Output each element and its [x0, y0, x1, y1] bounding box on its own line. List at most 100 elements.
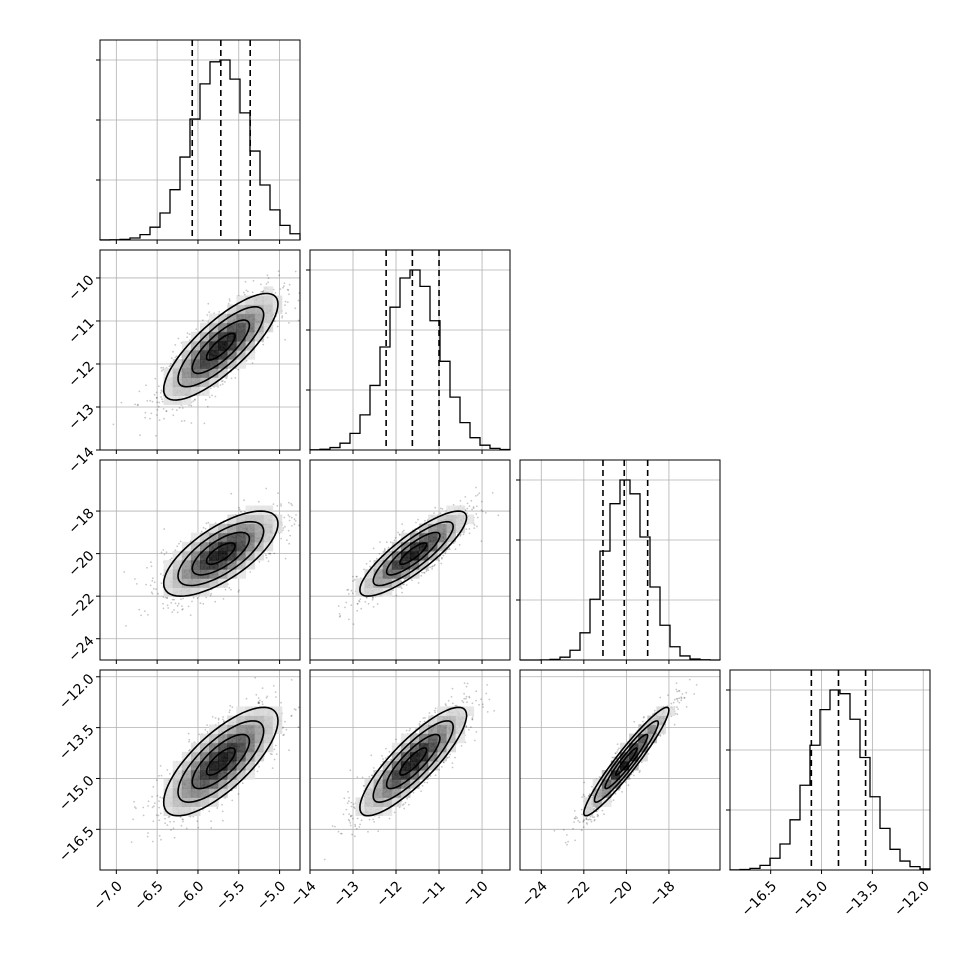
scatter-point — [405, 584, 408, 586]
scatter-point — [289, 534, 292, 537]
density-cell — [236, 550, 246, 561]
scatter-point — [273, 552, 276, 555]
scatter-point — [179, 540, 182, 543]
density-cell — [209, 550, 219, 561]
scatter-point — [177, 337, 180, 340]
scatter-point — [173, 836, 176, 839]
density-cell — [254, 313, 265, 324]
scatter-point — [170, 557, 173, 560]
density-cell — [181, 550, 192, 561]
y-tick-label: −12 — [65, 358, 97, 390]
scatter-point — [230, 377, 233, 380]
density-cell — [227, 359, 237, 369]
scatter-point — [210, 592, 213, 595]
scatter-point — [228, 298, 231, 300]
scatter-point — [186, 332, 189, 334]
scatter-point — [372, 547, 375, 550]
scatter-point — [176, 611, 179, 614]
scatter-point — [280, 505, 282, 507]
scatter-point — [144, 416, 147, 419]
scatter-point — [372, 606, 375, 608]
panel-2-1 — [309, 459, 511, 664]
scatter-point — [257, 500, 260, 503]
scatter-point — [112, 423, 115, 426]
scatter-point — [269, 552, 272, 555]
scatter-point — [210, 827, 213, 829]
scatter-point — [288, 542, 291, 545]
scatter-point — [375, 557, 378, 560]
scatter-point — [237, 591, 240, 593]
scatter-point — [352, 575, 354, 578]
density-cell — [245, 340, 256, 351]
density-cell — [236, 359, 246, 369]
scatter-point — [468, 505, 471, 507]
scatter-point — [151, 579, 154, 582]
scatter-point — [433, 512, 435, 514]
density-cell — [190, 359, 201, 369]
scatter-point — [282, 527, 285, 529]
scatter-point — [177, 602, 180, 605]
scatter-point — [288, 293, 290, 296]
scatter-point — [224, 588, 227, 591]
scatter-point — [155, 588, 158, 590]
scatter-point — [280, 537, 282, 540]
scatter-point — [158, 401, 161, 404]
scatter-point — [473, 524, 476, 526]
scatter-point — [448, 548, 451, 551]
histogram-2 — [519, 479, 721, 661]
scatter-point — [411, 579, 413, 582]
scatter-point — [281, 529, 284, 532]
density-cell — [227, 331, 237, 342]
density-cell — [236, 304, 246, 315]
scatter-point — [243, 499, 246, 502]
scatter-point — [365, 562, 368, 565]
scatter-point — [228, 300, 231, 302]
scatter-point — [291, 504, 294, 507]
y-tick-label: −24 — [65, 633, 97, 665]
scatter-point — [207, 521, 210, 524]
scatter-point — [417, 518, 419, 521]
density-cell — [172, 377, 183, 387]
scatter-point — [208, 311, 211, 313]
scatter-point — [439, 507, 442, 510]
scatter-point — [171, 598, 174, 601]
density-cell — [209, 350, 219, 360]
y-tick-label: −13 — [65, 401, 97, 433]
scatter-point — [429, 566, 431, 569]
scatter-point — [468, 532, 471, 535]
scatter-point — [279, 288, 282, 290]
scatter-point — [265, 554, 267, 557]
scatter-point — [441, 557, 443, 560]
scatter-point — [288, 501, 290, 504]
scatter-point — [440, 562, 443, 565]
scatter-point — [218, 311, 221, 313]
scatter-point — [434, 506, 437, 509]
density-cell — [190, 386, 201, 396]
scatter-point — [473, 527, 476, 529]
scatter-point — [480, 509, 483, 511]
scatter-point — [204, 728, 207, 731]
scatter-point — [280, 701, 282, 704]
scatter-point — [173, 598, 175, 601]
scatter-point — [192, 596, 195, 599]
density-cell — [163, 377, 174, 387]
scatter-point — [288, 515, 291, 518]
density-cell — [227, 322, 237, 333]
density-cell — [209, 368, 219, 378]
scatter-point — [153, 581, 156, 584]
density-cell — [437, 523, 447, 534]
scatter-point — [359, 598, 362, 600]
scatter-point — [399, 534, 401, 536]
scatter-point — [190, 404, 193, 407]
contour-1 — [191, 319, 251, 375]
scatter-point — [403, 583, 405, 586]
scatter-point — [458, 544, 461, 546]
scatter-point — [219, 384, 222, 386]
scatter-point — [393, 539, 396, 542]
scatter-point — [187, 732, 190, 735]
scatter-point — [155, 434, 157, 437]
scatter-point — [159, 392, 162, 394]
scatter-point — [433, 564, 436, 567]
scatter-point — [401, 591, 403, 594]
scatter-point — [166, 824, 169, 826]
